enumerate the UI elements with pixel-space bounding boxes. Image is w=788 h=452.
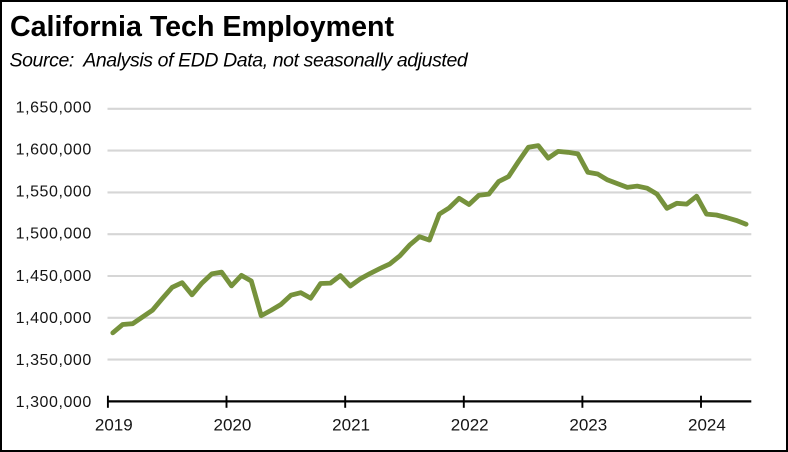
svg-text:2024: 2024 — [688, 416, 726, 435]
svg-text:1,400,000: 1,400,000 — [16, 310, 92, 327]
svg-text:2023: 2023 — [569, 416, 607, 435]
svg-text:2020: 2020 — [213, 416, 251, 435]
svg-text:2019: 2019 — [95, 416, 133, 435]
svg-text:1,500,000: 1,500,000 — [16, 226, 92, 243]
svg-text:2022: 2022 — [451, 416, 489, 435]
svg-text:California Tech Employment: California Tech Employment — [10, 11, 394, 43]
svg-text:1,450,000: 1,450,000 — [16, 268, 92, 285]
svg-text:1,650,000: 1,650,000 — [16, 99, 92, 116]
svg-text:1,600,000: 1,600,000 — [16, 141, 92, 158]
svg-text:1,350,000: 1,350,000 — [16, 352, 92, 369]
svg-text:Source: Analysis of EDD Data,: Source: Analysis of EDD Data, not season… — [10, 49, 469, 71]
svg-text:1,550,000: 1,550,000 — [16, 184, 92, 201]
svg-text:1,300,000: 1,300,000 — [16, 394, 92, 411]
svg-text:2021: 2021 — [332, 416, 370, 435]
